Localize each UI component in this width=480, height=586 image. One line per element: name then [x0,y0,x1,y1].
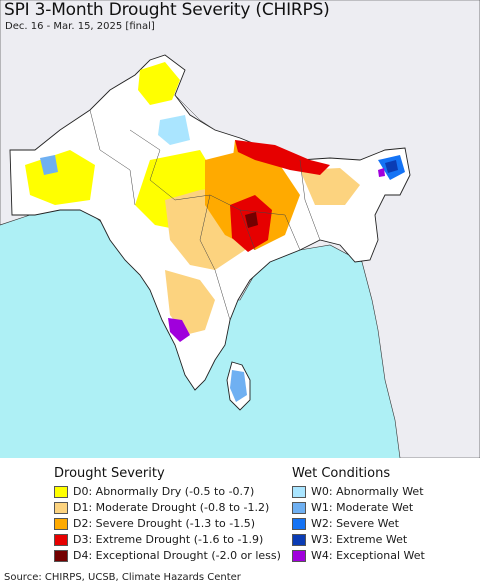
legend: Drought Severity Wet Conditions D0: Abno… [0,458,480,586]
internal-borders [89,94,321,321]
w2-swatch [292,517,306,530]
legend-item-d4: D4: Exceptional Drought (-2.0 or less) [54,548,281,563]
d4-patch [245,212,258,228]
legend-item-d2: D2: Severe Drought (-1.3 to -1.5) [54,516,255,531]
d1-swatch [54,501,68,514]
d3-swatch [54,533,68,546]
legend-label-d3: D3: Extreme Drought (-1.6 to -1.9) [73,533,264,546]
severity-patches [25,62,405,402]
w0-swatch [292,485,306,498]
map-panel: SPI 3-Month Drought Severity (CHIRPS) De… [0,0,480,458]
source-credit: Source: CHIRPS, UCSB, Climate Hazards Ce… [4,572,241,583]
legend-item-d0: D0: Abnormally Dry (-0.5 to -0.7) [54,484,254,499]
legend-label-d0: D0: Abnormally Dry (-0.5 to -0.7) [73,485,255,498]
wet-legend-heading: Wet Conditions [292,466,391,481]
legend-item-w4: W4: Exceptional Wet [292,548,425,563]
legend-item-d3: D3: Extreme Drought (-1.6 to -1.9) [54,532,263,547]
w4-patch-assam [378,168,385,177]
w4-swatch [292,549,306,562]
legend-label-w2: W2: Severe Wet [311,517,399,530]
legend-label-d4: D4: Exceptional Drought (-2.0 or less) [73,549,281,562]
w3-swatch [292,533,306,546]
d0-patch-north [138,62,180,105]
w1-swatch [292,501,306,514]
d0-swatch [54,485,68,498]
d3-patch-nepal [235,140,330,175]
drought-map [0,0,480,458]
legend-item-w2: W2: Severe Wet [292,516,399,531]
legend-label-w3: W3: Extreme Wet [311,533,408,546]
legend-item-w0: W0: Abnormally Wet [292,484,424,499]
w0-patch [158,115,190,145]
d4-swatch [54,549,68,562]
legend-item-w1: W1: Moderate Wet [292,500,413,515]
w4-patch [168,318,190,342]
d1-patch-east [300,168,360,205]
legend-label-w1: W1: Moderate Wet [311,501,414,514]
d1-patch-south [165,270,215,335]
w1-patch-sri-lanka [230,370,247,402]
legend-label-w4: W4: Exceptional Wet [311,549,425,562]
legend-item-w3: W3: Extreme Wet [292,532,407,547]
legend-item-d1: D1: Moderate Drought (-0.8 to -1.2) [54,500,269,515]
w1-patch [40,155,58,175]
w3-patch [385,160,398,173]
legend-label-w0: W0: Abnormally Wet [311,485,424,498]
legend-label-d1: D1: Moderate Drought (-0.8 to -1.2) [73,501,270,514]
legend-label-d2: D2: Severe Drought (-1.3 to -1.5) [73,517,256,530]
page-title: SPI 3-Month Drought Severity (CHIRPS) [4,0,330,20]
date-range-subtitle: Dec. 16 - Mar. 15, 2025 [final] [5,21,155,32]
d2-swatch [54,517,68,530]
drought-legend-heading: Drought Severity [54,466,165,481]
